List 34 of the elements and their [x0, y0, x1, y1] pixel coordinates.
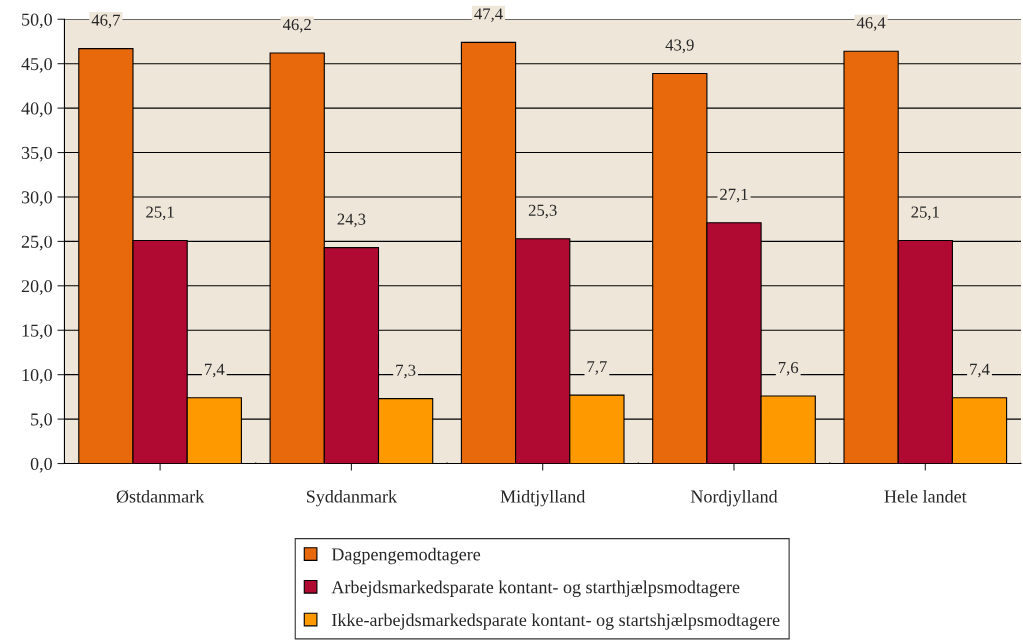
data-label: 24,3 [337, 213, 366, 228]
y-tick-label: 40,0 [21, 102, 52, 118]
y-tick-label: 5,0 [31, 413, 52, 429]
y-tick-label: 30,0 [21, 191, 52, 207]
data-label: 25,1 [911, 206, 939, 221]
data-label: 25,1 [146, 206, 174, 221]
data-label: 27,1 [720, 188, 748, 203]
y-tick-label: 35,0 [21, 146, 52, 162]
data-label: 25,3 [528, 204, 557, 219]
data-label: 7,4 [204, 363, 225, 378]
y-tick-label: 20,0 [21, 280, 52, 295]
data-label: 46,7 [91, 14, 120, 29]
data-label: 47,4 [474, 8, 503, 22]
data-label: 7,7 [587, 361, 607, 375]
y-tick-label: 15,0 [22, 324, 52, 340]
data-label: 46,4 [856, 17, 886, 31]
legend-label: Arbejdsmarkedsparate kontant- og starthjælpsmodtagere [331, 580, 740, 598]
y-tick-label: 50,0 [22, 13, 52, 29]
data-label: 43,9 [665, 39, 694, 54]
data-label: 7,3 [396, 364, 416, 379]
legend-label: Ikke-arbejdsmarkedsparate kontant- og startshjælpsmodtagere [332, 613, 780, 630]
data-label: 7,6 [778, 361, 799, 376]
x-tick-label: Hele landet [884, 489, 967, 503]
data-label: 46,2 [282, 18, 311, 33]
y-tick-label: 0,0 [30, 457, 52, 473]
data-label: 7,4 [970, 363, 990, 378]
y-tick-label: 10,0 [22, 368, 52, 384]
x-tick-label: Østdanmark [116, 489, 205, 503]
legend-label: Dagpengemodtagere [331, 547, 481, 565]
y-tick-label: 45,0 [21, 57, 52, 73]
x-tick-label: Midtjylland [500, 489, 586, 507]
x-tick-label: Nordjylland [690, 489, 778, 507]
x-tick-label: Syddanmark [306, 489, 398, 507]
y-tick-label: 25,0 [21, 235, 52, 251]
